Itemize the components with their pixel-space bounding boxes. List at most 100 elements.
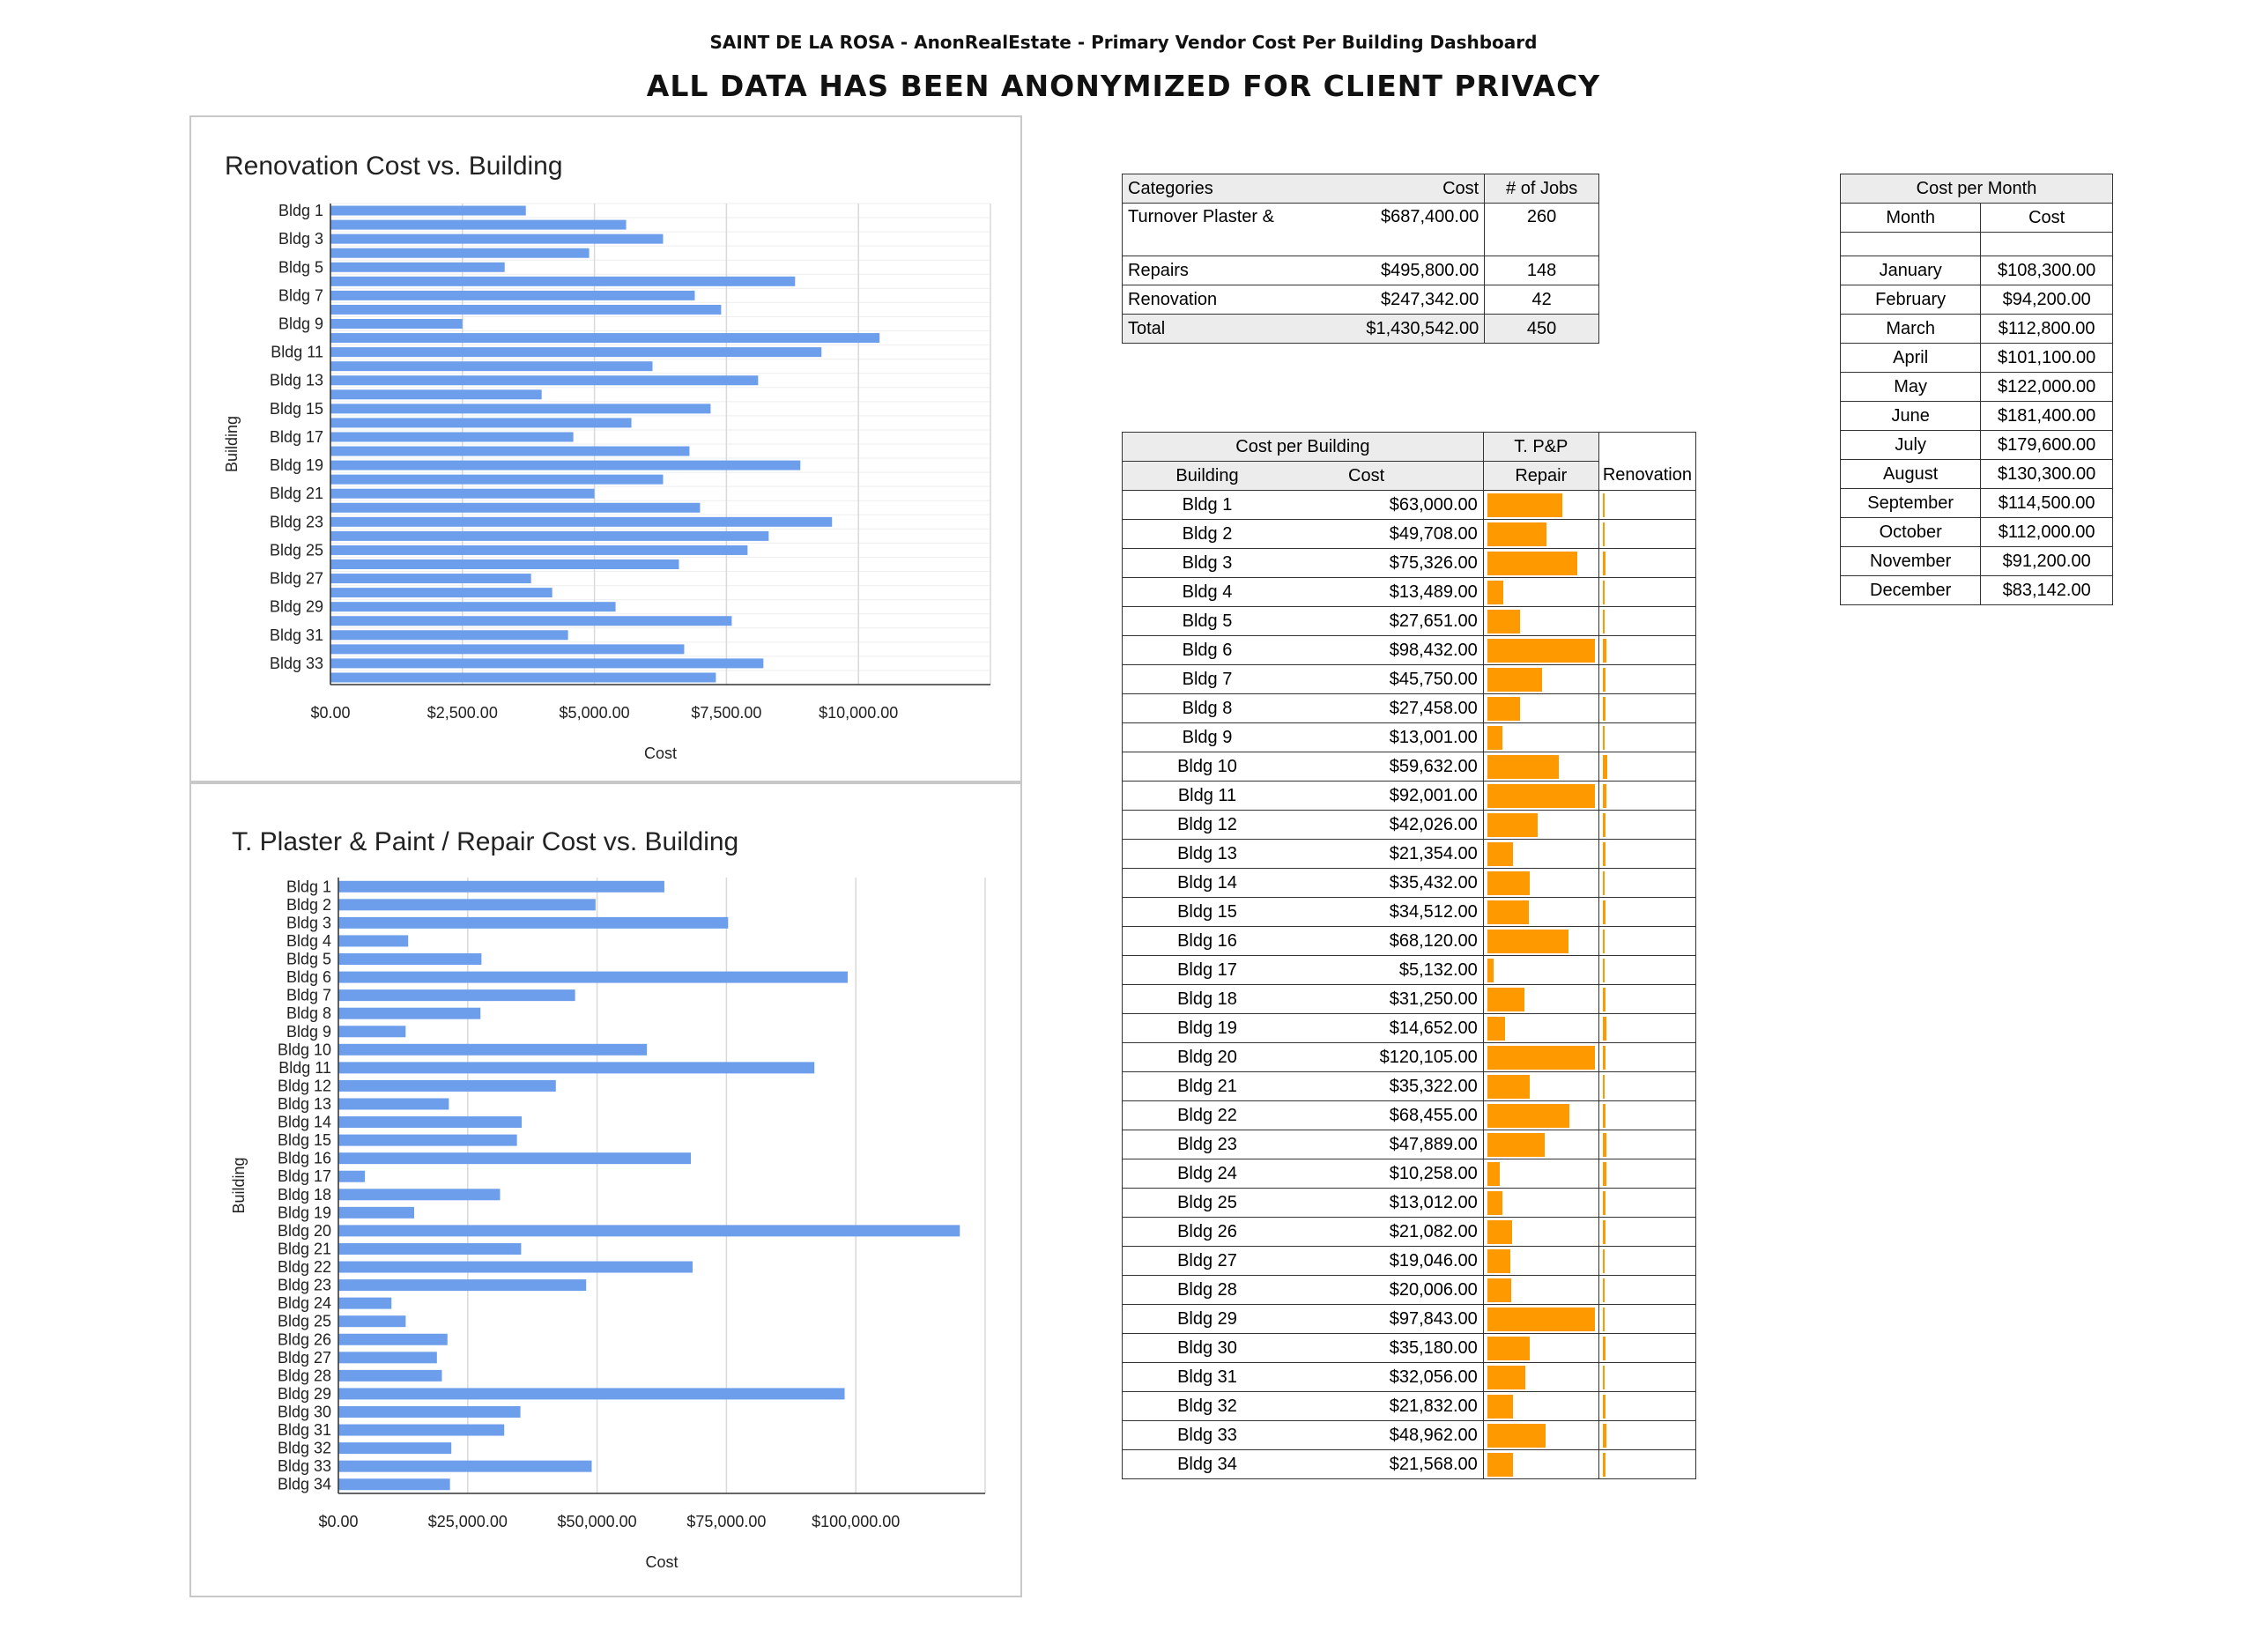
renovation-bar-cell — [1598, 490, 1697, 520]
bar — [338, 1225, 960, 1237]
building-cell: Bldg 24 $10,258.00 — [1122, 1159, 1484, 1189]
categories-header: Categories — [1128, 178, 1213, 198]
building-name: Bldg 13 — [1177, 843, 1237, 863]
repair-bar-cell — [1482, 635, 1599, 665]
renovation-bar — [1602, 841, 1606, 866]
building-cell: Bldg 22 $68,455.00 — [1122, 1100, 1484, 1130]
repair-bar — [1487, 1452, 1514, 1477]
renovation-bar-cell — [1598, 926, 1697, 956]
repair-bar — [1487, 1219, 1513, 1244]
building-row: Bldg 27 $19,046.00 — [1122, 1246, 1697, 1276]
y-tick-label: Bldg 9 — [278, 315, 323, 333]
building-cost: $13,012.00 — [1389, 1192, 1478, 1212]
building-name: Bldg 22 — [1177, 1105, 1237, 1125]
building-row: Bldg 20 $120,105.00 — [1122, 1042, 1697, 1072]
bar — [330, 516, 833, 527]
bar — [330, 375, 759, 386]
chart-title: T. Plaster & Paint / Repair Cost vs. Bui… — [232, 827, 738, 856]
bar — [330, 574, 531, 584]
bar — [338, 1315, 406, 1328]
y-axis-label: Building — [223, 416, 241, 472]
building-row: Bldg 22 $68,455.00 — [1122, 1100, 1697, 1130]
renovation-bar-cell — [1598, 635, 1697, 665]
y-tick-label: Bldg 31 — [278, 1421, 331, 1439]
y-tick-label: Bldg 7 — [278, 286, 323, 304]
building-name: Bldg 5 — [1182, 611, 1233, 631]
month-name: March — [1839, 314, 1982, 344]
building-cell: Bldg 7 $45,750.00 — [1122, 664, 1484, 694]
renovation-bar — [1602, 1452, 1606, 1477]
building-cell: Bldg 31 $32,056.00 — [1122, 1362, 1484, 1392]
y-tick-label: Bldg 33 — [270, 655, 323, 672]
renovation-bar-cell — [1598, 1100, 1697, 1130]
y-tick-label: Bldg 7 — [286, 987, 331, 1004]
repair-bar — [1487, 1365, 1526, 1389]
month-name: September — [1839, 488, 1982, 518]
bar — [338, 1170, 366, 1182]
building-name: Bldg 27 — [1177, 1250, 1237, 1270]
category-jobs: 148 — [1484, 256, 1599, 285]
category-cell: Total $1,430,542.00 — [1121, 314, 1486, 344]
building-name: Bldg 12 — [1177, 814, 1237, 834]
building-name: Bldg 25 — [1177, 1192, 1237, 1212]
building-row: Bldg 16 $68,120.00 — [1122, 926, 1697, 956]
renovation-bar-cell — [1598, 1130, 1697, 1159]
y-tick-label: Bldg 29 — [270, 598, 323, 616]
renovation-bar-cell — [1598, 577, 1697, 607]
building-cost: $120,105.00 — [1379, 1047, 1478, 1067]
month-row: March $112,800.00 — [1839, 314, 2113, 344]
repair-bar — [1487, 638, 1595, 663]
building-cell: Bldg 25 $13,012.00 — [1122, 1188, 1484, 1218]
y-tick-label: Bldg 24 — [278, 1294, 331, 1312]
y-tick-label: Bldg 25 — [278, 1313, 331, 1330]
repair-bar — [1487, 958, 1494, 982]
building-cell: Bldg 33 $48,962.00 — [1122, 1420, 1484, 1450]
repair-bar-cell — [1482, 577, 1599, 607]
bar — [338, 1242, 522, 1255]
building-name: Bldg 31 — [1177, 1367, 1237, 1387]
month-cost: $101,100.00 — [1980, 343, 2113, 373]
building-row: Bldg 4 $13,489.00 — [1122, 577, 1697, 607]
building-row: Bldg 6 $98,432.00 — [1122, 635, 1697, 665]
building-cell: Bldg 11 $92,001.00 — [1122, 781, 1484, 811]
bar — [338, 899, 596, 911]
month-name: June — [1839, 401, 1982, 431]
renovation-chart: Renovation Cost vs. Building Bldg 1 Bldg 3… — [189, 115, 1022, 782]
y-tick-label: Bldg 23 — [270, 513, 323, 530]
renovation-bar — [1602, 1248, 1605, 1273]
building-cost: $20,006.00 — [1389, 1279, 1478, 1300]
privacy-notice: ALL DATA HAS BEEN ANONYMIZED FOR CLIENT … — [646, 69, 1601, 103]
y-tick-label: Bldg 1 — [286, 878, 331, 895]
renovation-bar — [1602, 1132, 1607, 1157]
renovation-bar-cell — [1598, 1304, 1697, 1334]
y-tick-label: Bldg 5 — [278, 258, 323, 276]
y-tick-label: Bldg 11 — [278, 1059, 331, 1077]
spacer-cell — [1980, 232, 2113, 256]
x-tick-label: $100,000.00 — [812, 1513, 900, 1530]
cost-per-month-table: Cost per Month Month Cost January $108,30… — [1839, 174, 2113, 605]
building-cell: Bldg 27 $19,046.00 — [1122, 1246, 1484, 1276]
building-cell: Bldg 8 $27,458.00 — [1122, 693, 1484, 723]
y-tick-label: Bldg 17 — [270, 428, 323, 446]
building-name: Bldg 19 — [1177, 1018, 1237, 1038]
bar — [338, 1043, 648, 1056]
y-tick-label: Bldg 20 — [278, 1222, 331, 1240]
category-name: Renovation — [1128, 289, 1218, 309]
category-cell: Repairs $495,800.00 — [1121, 256, 1486, 285]
repair-bar-cell — [1482, 1217, 1599, 1247]
y-tick-label: Bldg 27 — [278, 1349, 331, 1367]
bar — [338, 1007, 481, 1019]
renovation-bar — [1602, 522, 1606, 546]
tpp-repair-chart-svg: T. Plaster & Paint / Repair Cost vs. Bui… — [230, 827, 986, 1571]
renovation-bar — [1602, 1190, 1606, 1215]
building-row: Bldg 17 $5,132.00 — [1122, 955, 1697, 985]
building-cost: $59,632.00 — [1389, 756, 1478, 776]
repair-bar — [1487, 900, 1529, 924]
bar — [330, 219, 627, 230]
month-cost: $130,300.00 — [1980, 459, 2113, 489]
y-tick-label: Bldg 27 — [270, 570, 323, 588]
bar — [338, 1026, 406, 1038]
building-cell: Bldg 26 $21,082.00 — [1122, 1217, 1484, 1247]
building-name: Bldg 32 — [1177, 1396, 1237, 1416]
renovation-bar-cell — [1598, 781, 1697, 811]
